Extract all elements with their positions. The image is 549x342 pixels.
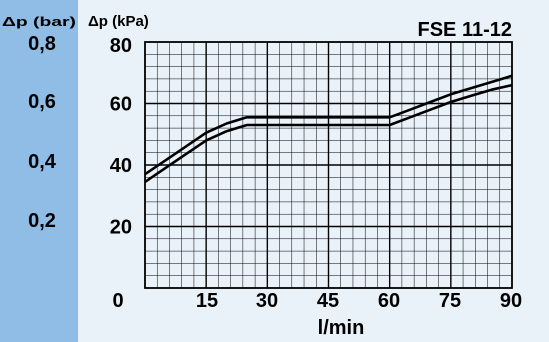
- x-tick-label: 15: [196, 290, 218, 312]
- x-tick-label: 75: [439, 290, 461, 312]
- y-tick-label: 60: [110, 94, 132, 116]
- series-line-1: [144, 74, 513, 176]
- y2-tick-label: 0,8: [28, 33, 56, 55]
- tick-labels: 0 15 30 45 60 75 90 20 40 60 80 0,2 0,4 0,6 0,8: [28, 33, 522, 312]
- y-axis-label: Δp (kPa): [88, 13, 149, 30]
- series-line-2: [144, 83, 513, 183]
- y-tick-label: 80: [110, 35, 132, 57]
- x-tick-label: 60: [378, 290, 400, 312]
- chart-title: FSE 11-12: [417, 19, 512, 41]
- y2-tick-label: 0,2: [28, 210, 56, 232]
- x-axis-label: l/min: [318, 317, 365, 339]
- title-background: [385, 14, 515, 40]
- x-tick-label: 90: [500, 290, 522, 312]
- x-tick-label: 45: [317, 290, 339, 312]
- grid-major: [144, 41, 513, 289]
- plot-frame: [144, 41, 513, 289]
- y2-tick-label: 0,4: [28, 151, 57, 173]
- bar-scale-band: [0, 0, 78, 342]
- y2-axis-label: Δp (bar): [2, 14, 76, 29]
- x-tick-label: 0: [112, 290, 123, 312]
- y-tick-label: 20: [110, 217, 132, 239]
- y-tick-label: 40: [110, 155, 132, 177]
- x-tick-label: 30: [256, 290, 278, 312]
- series-layer: [144, 74, 513, 183]
- y2-tick-label: 0,6: [28, 91, 56, 113]
